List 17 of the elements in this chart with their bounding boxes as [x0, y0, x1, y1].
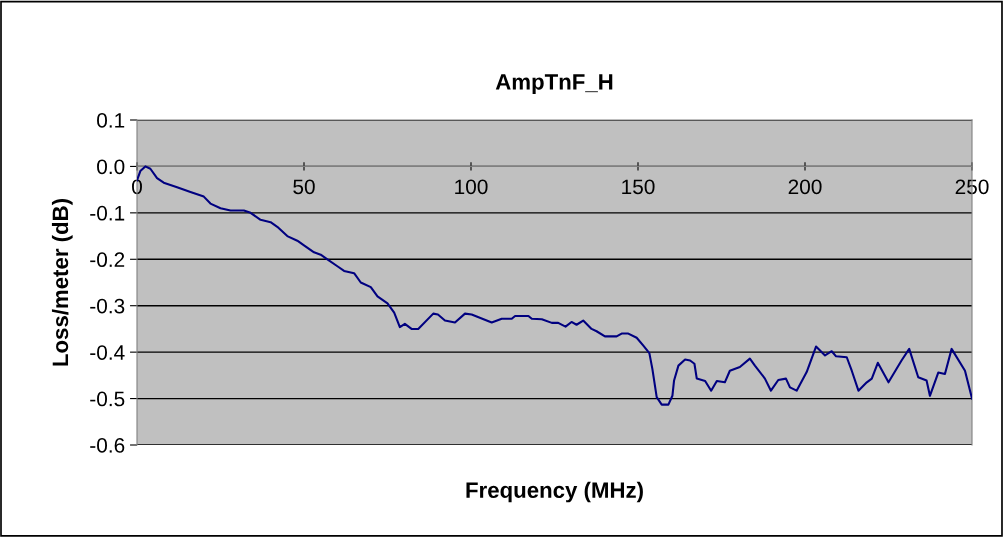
y-tick-label: -0.3 — [90, 298, 125, 314]
y-tick-label: -0.1 — [90, 205, 125, 221]
x-tick-label: 0 — [132, 179, 142, 195]
chart-title: AmpTnF_H — [495, 74, 613, 95]
x-tick-label: 100 — [455, 179, 488, 195]
y-tick-label: -0.5 — [90, 391, 125, 407]
y-tick-label: 0.0 — [97, 159, 125, 175]
x-tick-label: 50 — [293, 179, 315, 195]
x-tick-label: 200 — [788, 179, 822, 195]
x-tick-label: 250 — [955, 179, 989, 195]
x-axis-title: Frequency (MHz) — [466, 481, 643, 503]
x-tick-label: 150 — [622, 179, 655, 195]
y-tick-label: -0.6 — [90, 438, 125, 453]
y-tick-label: -0.2 — [90, 252, 125, 268]
y-tick-label: -0.4 — [90, 345, 125, 360]
y-axis-title: Loss/meter (dB) — [51, 199, 73, 366]
y-tick-label: 0.1 — [97, 113, 125, 128]
